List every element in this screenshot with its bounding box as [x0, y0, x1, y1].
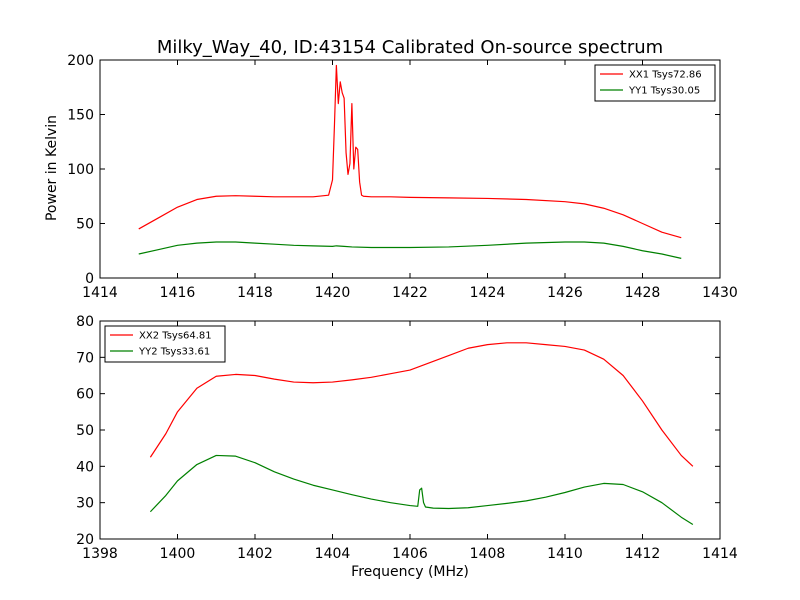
x-tick-label: 1430: [702, 285, 738, 301]
x-tick-label: 1406: [392, 546, 428, 562]
x-tick-label: 1420: [315, 285, 351, 301]
legend-box: [594, 64, 716, 102]
x-tick-label: 1404: [315, 546, 351, 562]
top-plot-panel: 1414 1416 1418 1420 1422 1424 1426 1428 1430 0 50 1…: [67, 53, 738, 301]
chart-title: Milky_Way_40, ID:43154 Calibrated On-sou…: [157, 37, 663, 58]
bottom-plot-panel: 1398 1400 1402 1404 1406 1408 1410 1412 1414 20 30…: [76, 314, 738, 562]
x-tick-label: 1426: [547, 285, 583, 301]
x-tick-label: 1424: [470, 285, 506, 301]
y-tick-label: 80: [76, 314, 94, 330]
bottom-x-axis-label: Frequency (MHz): [351, 564, 469, 580]
y-tick-label: 100: [67, 162, 94, 178]
series-line-1: [149, 342, 694, 467]
legend-box: [104, 325, 226, 363]
x-tick-label: 1398: [82, 546, 118, 562]
x-tick-label: 1428: [625, 285, 661, 301]
x-tick-label: 1410: [547, 546, 583, 562]
x-tick-label: 1414: [702, 546, 738, 562]
legend-label-2: YY1 Tsys30.05: [628, 86, 700, 97]
x-tick-label: 1414: [82, 285, 118, 301]
x-tick-label: 1402: [237, 546, 273, 562]
x-tick-label: 1408: [470, 546, 506, 562]
y-tick-label: 50: [76, 423, 94, 439]
legend-label-1: XX2 Tsys64.81: [139, 331, 212, 342]
y-tick-label: 200: [67, 53, 94, 69]
y-tick-label: 20: [76, 532, 94, 548]
y-tick-label: 150: [67, 108, 94, 124]
legend-label-2: YY2 Tsys33.61: [138, 347, 210, 358]
x-tick-label: 1418: [237, 285, 273, 301]
x-tick-label: 1422: [392, 285, 428, 301]
x-tick-label: 1416: [160, 285, 196, 301]
series-line-1: [138, 64, 682, 239]
y-tick-label: 30: [76, 496, 94, 512]
y-tick-label: 60: [76, 387, 94, 403]
x-tick-label: 1412: [625, 546, 661, 562]
series-line-2: [138, 241, 682, 259]
y-tick-label: 70: [76, 350, 94, 366]
x-tick-label: 1400: [160, 546, 196, 562]
top-y-axis-label: Power in Kelvin: [44, 115, 60, 221]
series-line-2: [149, 454, 694, 525]
legend-label-1: XX1 Tsys72.86: [629, 70, 702, 81]
y-tick-label: 0: [85, 271, 94, 287]
y-tick-label: 40: [76, 459, 94, 475]
y-tick-label: 50: [76, 217, 94, 233]
